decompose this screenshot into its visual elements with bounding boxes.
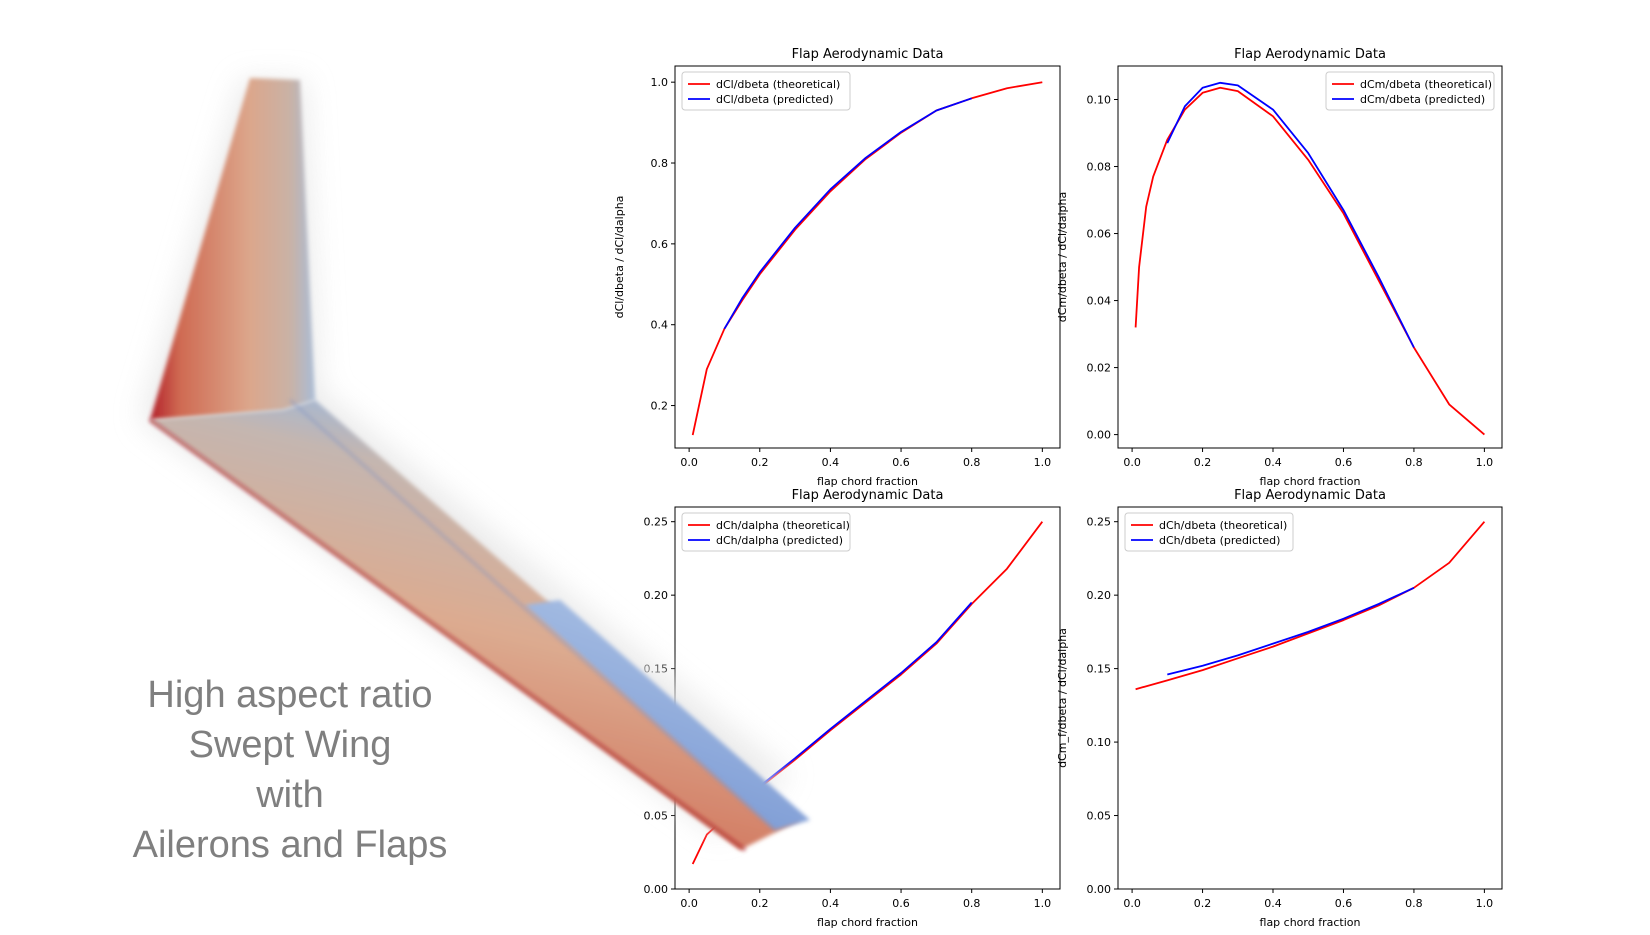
- x-tick-label: 0.0: [680, 456, 698, 469]
- x-tick-label: 1.0: [1476, 456, 1494, 469]
- legend-entry: dCm/dbeta (theoretical): [1360, 78, 1492, 91]
- y-tick-label: 0.05: [644, 810, 669, 823]
- x-tick-label: 0.6: [892, 456, 910, 469]
- caption-line-3: with: [256, 774, 324, 816]
- y-tick-label: 0.25: [1087, 516, 1112, 529]
- y-tick-label: 0.2: [651, 400, 669, 413]
- legend-box: [1325, 71, 1495, 111]
- x-axis-label: flap chord fraction: [817, 475, 918, 488]
- plot-frame: [674, 506, 1061, 890]
- caption-line-2: Swept Wing: [188, 724, 392, 766]
- chart-panel-1: Flap Aerodynamic Data flap chord fraction…: [613, 47, 1061, 488]
- plot-frame: [1117, 65, 1503, 449]
- x-tick-label: 0.4: [822, 897, 840, 910]
- y-tick-label: 0.06: [1087, 228, 1112, 241]
- caption-line-1: High aspect ratio: [147, 674, 433, 716]
- y-tick-label: 0.20: [644, 589, 669, 602]
- legend-entry: dCm/dbeta (predicted): [1360, 93, 1485, 106]
- y-tick-label: 0.10: [644, 736, 669, 749]
- x-tick-label: 1.0: [1034, 897, 1052, 910]
- legend-entry: dCl/dbeta (predicted): [716, 93, 833, 106]
- series-line-predicted: [1166, 81, 1415, 348]
- x-tick-label: 0.4: [822, 456, 840, 469]
- y-tick-label: 0.08: [1087, 161, 1112, 174]
- chart-panel-4: Flap Aerodynamic Data flap chord fraction…: [1056, 488, 1503, 929]
- x-tick-label: 0.0: [1123, 897, 1141, 910]
- y-tick-label: 0.02: [1087, 362, 1112, 375]
- x-tick-label: 0.8: [963, 456, 981, 469]
- x-tick-label: 0.2: [1194, 897, 1212, 910]
- chart-panel-2: Flap Aerodynamic Data flap chord fraction…: [1056, 47, 1503, 488]
- chart-panel-3: Flap Aerodynamic Data flap chord fraction…: [613, 488, 1061, 929]
- legend-entry: dCh/dalpha (predicted): [716, 534, 843, 547]
- y-axis-label: dCm_f/dbeta / dCl/dalpha: [1056, 628, 1069, 768]
- caption-line-4: Ailerons and Flaps: [132, 824, 448, 866]
- x-tick-label: 0.2: [751, 456, 769, 469]
- y-tick-label: 1.0: [651, 76, 669, 89]
- x-axis-label: flap chord fraction: [817, 916, 918, 929]
- x-axis-label: flap chord fraction: [1260, 475, 1361, 488]
- x-tick-label: 1.0: [1476, 897, 1494, 910]
- x-tick-label: 0.4: [1264, 456, 1282, 469]
- y-tick-label: 0.05: [1087, 810, 1112, 823]
- y-tick-label: 0.15: [644, 663, 669, 676]
- y-tick-label: 0.4: [651, 319, 669, 332]
- chart-title: Flap Aerodynamic Data: [792, 47, 944, 62]
- x-tick-label: 0.0: [1123, 456, 1141, 469]
- y-tick-label: 0.25: [644, 516, 669, 529]
- series-line-predicted: [1167, 586, 1415, 676]
- chart-title: Flap Aerodynamic Data: [792, 488, 944, 503]
- x-tick-label: 0.8: [1405, 456, 1423, 469]
- legend-entry: dCh/dbeta (theoretical): [1159, 519, 1287, 532]
- y-tick-label: 0.20: [1087, 589, 1112, 602]
- x-tick-label: 0.6: [1335, 456, 1353, 469]
- x-tick-label: 0.4: [1264, 897, 1282, 910]
- y-tick-label: 0.8: [651, 157, 669, 170]
- x-tick-label: 0.8: [1405, 897, 1423, 910]
- legend-entry: dCh/dalpha (theoretical): [716, 519, 850, 532]
- y-axis-label: dCl/dbeta / dCl/dalpha: [613, 196, 626, 319]
- chart-title: Flap Aerodynamic Data: [1234, 47, 1386, 62]
- wing-caption: High aspect ratio Swept Wing with Ailero…: [110, 670, 470, 870]
- plot-frame: [1117, 506, 1503, 890]
- legend: dCl/dbeta (theoretical) dCl/dbeta (predic…: [681, 71, 851, 111]
- y-tick-label: 0.10: [1087, 94, 1112, 107]
- y-tick-label: 0.00: [644, 883, 669, 896]
- y-axis-label: dCh/dalpha: [613, 667, 626, 730]
- x-tick-label: 0.2: [1194, 456, 1212, 469]
- plot-frame: [674, 65, 1061, 449]
- legend: dCh/dbeta (theoretical) dCh/dbeta (predic…: [1124, 512, 1294, 552]
- x-tick-label: 0.0: [680, 897, 698, 910]
- y-tick-label: 0.00: [1087, 883, 1112, 896]
- legend-entry: dCl/dbeta (theoretical): [716, 78, 840, 91]
- x-tick-label: 0.6: [892, 897, 910, 910]
- chart-title: Flap Aerodynamic Data: [1234, 488, 1386, 503]
- legend: dCh/dalpha (theoretical) dCh/dalpha (pred…: [681, 512, 851, 552]
- x-tick-label: 0.8: [963, 897, 981, 910]
- legend-entry: dCh/dbeta (predicted): [1159, 534, 1280, 547]
- y-tick-label: 0.04: [1087, 295, 1112, 308]
- x-tick-label: 1.0: [1034, 456, 1052, 469]
- y-tick-label: 0.6: [651, 238, 669, 251]
- legend-box: [1124, 512, 1294, 552]
- y-axis-label: dCm/dbeta / dCl/dalpha: [1056, 192, 1069, 322]
- series-line-theoretical: [1135, 521, 1486, 691]
- legend: dCm/dbeta (theoretical) dCm/dbeta (predic…: [1325, 71, 1495, 111]
- y-tick-label: 0.15: [1087, 663, 1112, 676]
- x-axis-label: flap chord fraction: [1260, 916, 1361, 929]
- x-tick-label: 0.6: [1335, 897, 1353, 910]
- x-tick-label: 0.2: [751, 897, 769, 910]
- y-tick-label: 0.00: [1087, 429, 1112, 442]
- y-tick-label: 0.10: [1087, 736, 1112, 749]
